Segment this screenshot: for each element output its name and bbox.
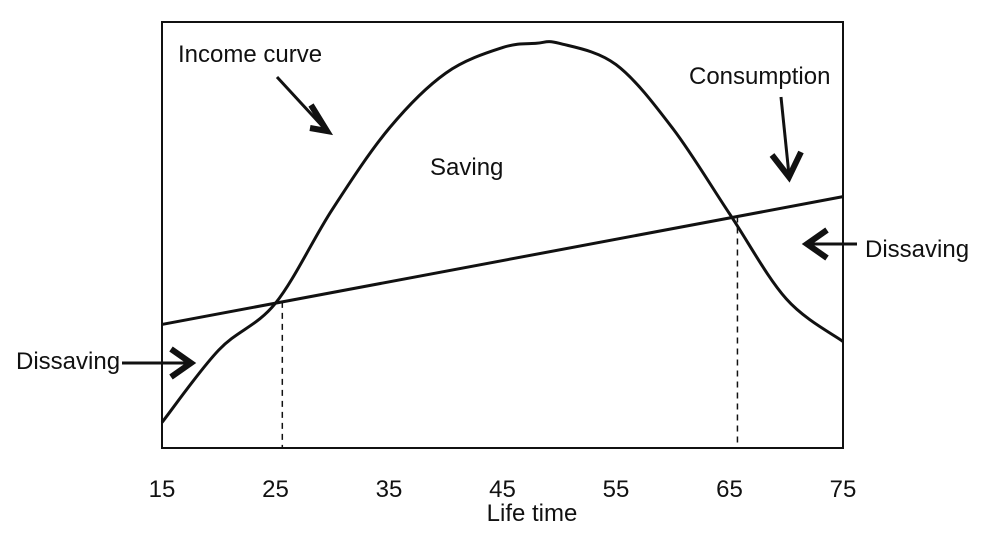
income-curve bbox=[160, 40, 844, 424]
x-axis-label: Life time bbox=[487, 500, 578, 527]
x-tick-labels: 15 25 35 45 55 65 75 bbox=[149, 476, 857, 503]
consumption-arrow bbox=[769, 96, 804, 183]
dissaving-left-label: Dissaving bbox=[16, 348, 120, 375]
income-arrow bbox=[275, 75, 334, 136]
consumption-line bbox=[161, 195, 844, 326]
x-tick-label: 25 bbox=[262, 476, 289, 503]
x-tick-label: 55 bbox=[603, 476, 630, 503]
x-tick-label: 45 bbox=[489, 476, 516, 503]
x-tick-label: 15 bbox=[149, 476, 176, 503]
x-tick-label: 75 bbox=[830, 476, 857, 503]
dissaving-right-arrow bbox=[801, 227, 857, 261]
dissaving-left-arrow bbox=[122, 346, 197, 380]
x-tick-label: 35 bbox=[376, 476, 403, 503]
consumption-label: Consumption bbox=[689, 63, 830, 90]
income-curve-label: Income curve bbox=[178, 41, 322, 68]
dissaving-right-label: Dissaving bbox=[865, 236, 969, 263]
saving-label: Saving bbox=[430, 154, 503, 181]
plot-frame bbox=[161, 21, 844, 449]
x-tick-label: 65 bbox=[716, 476, 743, 503]
